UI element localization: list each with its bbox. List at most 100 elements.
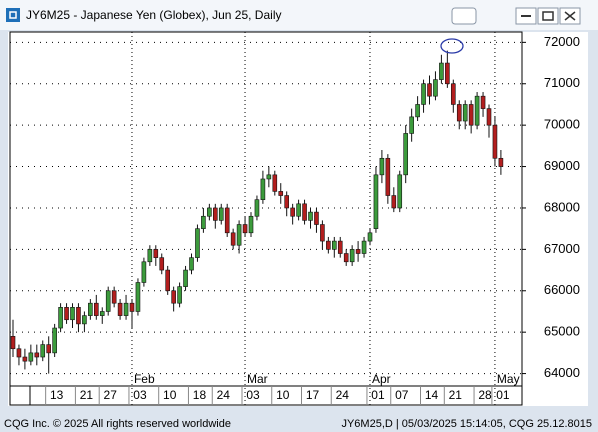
candle-body bbox=[117, 302, 123, 316]
x-tick-label: 24 bbox=[336, 388, 350, 402]
candle-body bbox=[326, 240, 331, 250]
candle-body bbox=[99, 311, 105, 316]
x-tick-label: 27 bbox=[104, 388, 118, 402]
candle-body bbox=[147, 249, 153, 263]
candle-body bbox=[159, 257, 165, 271]
candle-body bbox=[64, 307, 69, 321]
candle-body bbox=[397, 174, 403, 209]
highlight-circle bbox=[440, 38, 464, 54]
candle-body bbox=[439, 62, 444, 80]
candle-body bbox=[10, 336, 16, 350]
candle-body bbox=[16, 348, 22, 358]
candle-body bbox=[28, 352, 34, 362]
y-tick-label: 71000 bbox=[544, 75, 580, 90]
candle-body bbox=[207, 207, 212, 217]
candle-body bbox=[456, 104, 462, 122]
candle-body bbox=[367, 232, 373, 242]
candle-body bbox=[337, 240, 343, 254]
candle-body bbox=[177, 286, 182, 304]
candle-body bbox=[123, 302, 129, 316]
candle-body bbox=[445, 62, 450, 85]
month-label: May bbox=[497, 372, 520, 386]
x-tick-label: 03 bbox=[133, 388, 147, 402]
candle-body bbox=[82, 315, 87, 325]
y-tick-label: 65000 bbox=[544, 324, 580, 339]
candle-body bbox=[224, 207, 230, 234]
y-tick-label: 68000 bbox=[544, 199, 580, 214]
y-tick-label: 66000 bbox=[544, 282, 580, 297]
date-axis-corner bbox=[9, 385, 31, 406]
candle-body bbox=[284, 195, 290, 209]
candle-body bbox=[290, 207, 295, 217]
x-tick-label: 28 bbox=[478, 388, 492, 402]
candle-body bbox=[474, 95, 480, 126]
x-tick-label: 10 bbox=[276, 388, 290, 402]
candle-body bbox=[343, 253, 349, 263]
month-label: Mar bbox=[247, 372, 268, 386]
candle-body bbox=[22, 356, 28, 362]
candle-body bbox=[254, 199, 260, 217]
y-tick-label: 70000 bbox=[544, 117, 580, 132]
candle-body bbox=[462, 104, 468, 122]
candle-body bbox=[385, 157, 391, 196]
candle-body bbox=[355, 249, 361, 254]
candle-body bbox=[421, 83, 426, 105]
candle-body bbox=[76, 307, 81, 325]
candle-body bbox=[391, 195, 397, 209]
candle-body bbox=[195, 228, 200, 258]
candle-body bbox=[201, 215, 206, 229]
candle-body bbox=[34, 352, 40, 358]
candle-body bbox=[331, 240, 337, 250]
month-label: Feb bbox=[134, 372, 155, 386]
x-tick-label: 07 bbox=[395, 388, 409, 402]
candle-body bbox=[266, 174, 272, 180]
candle-body bbox=[165, 269, 170, 292]
x-tick-label: 03 bbox=[246, 388, 260, 402]
candle-body bbox=[94, 302, 99, 316]
candle-body bbox=[302, 203, 307, 221]
candle-body bbox=[320, 224, 325, 242]
candle-body bbox=[242, 224, 248, 234]
candle-body bbox=[213, 207, 218, 221]
month-label: Apr bbox=[372, 372, 391, 386]
candle-body bbox=[111, 290, 117, 304]
link-button[interactable] bbox=[451, 7, 477, 25]
candle-body bbox=[296, 203, 301, 217]
candle-body bbox=[486, 108, 492, 126]
candle-body bbox=[260, 178, 266, 200]
candle-body bbox=[373, 174, 379, 229]
candle-body bbox=[88, 302, 93, 316]
app-icon bbox=[6, 8, 20, 22]
candle-body bbox=[153, 249, 159, 258]
title-bar bbox=[0, 0, 598, 30]
x-tick-label: 14 bbox=[425, 388, 439, 402]
close-glyph bbox=[564, 11, 576, 21]
x-tick-label: 10 bbox=[163, 388, 177, 402]
candle-body bbox=[450, 83, 456, 105]
maximize-button[interactable] bbox=[537, 7, 559, 25]
candle-body bbox=[171, 290, 176, 304]
maximize-glyph bbox=[542, 11, 554, 21]
x-tick-label: 13 bbox=[50, 388, 64, 402]
candle-body bbox=[272, 174, 278, 192]
candle-body bbox=[403, 133, 409, 176]
footer-left: CQG Inc. © 2025 All rights reserved worl… bbox=[4, 418, 231, 430]
candle-body bbox=[278, 191, 284, 196]
x-tick-label: 24 bbox=[217, 388, 231, 402]
candle-body bbox=[314, 211, 319, 225]
x-tick-label: 21 bbox=[80, 388, 94, 402]
footer-right: JY6M25,D | 05/03/2025 15:14:05, CQG 25.1… bbox=[341, 418, 592, 430]
candle-body bbox=[427, 83, 432, 97]
candle-body bbox=[361, 240, 367, 254]
chart-title: JY6M25 - Japanese Yen (Globex), Jun 25, … bbox=[26, 8, 281, 22]
y-tick-label: 67000 bbox=[544, 241, 580, 256]
candle-body bbox=[492, 124, 498, 159]
candle-body bbox=[52, 327, 57, 354]
candle-body bbox=[230, 232, 236, 246]
app-icon-glyph bbox=[9, 11, 17, 19]
candle-body bbox=[183, 269, 188, 287]
candle-body bbox=[141, 261, 147, 283]
candle-body bbox=[218, 207, 224, 221]
candle-body bbox=[40, 344, 46, 358]
